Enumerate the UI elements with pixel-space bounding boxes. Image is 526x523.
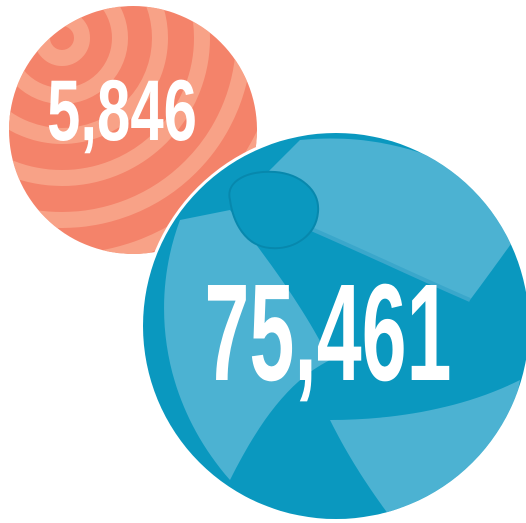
page: 5,846 75,461 (() => { const data = JSON.… — [0, 0, 526, 523]
blue-ball: 75,461 — [140, 130, 526, 523]
infographic: 5,846 75,461 — [0, 0, 526, 523]
small-number: 5,846 — [47, 63, 197, 159]
large-number: 75,461 — [205, 256, 452, 410]
